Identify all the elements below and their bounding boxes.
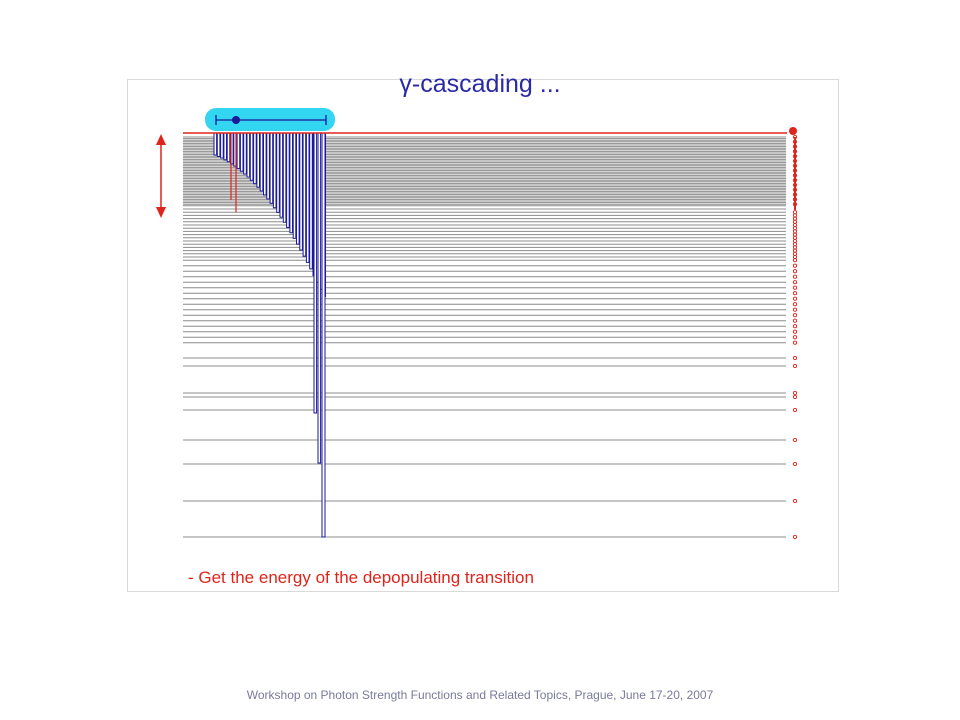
population-dot-icon xyxy=(792,355,798,361)
footer-text: Workshop on Photon Strength Functions an… xyxy=(246,688,714,702)
gamma-transition xyxy=(220,132,224,159)
population-dot-icon xyxy=(792,263,798,268)
population-dot-icon xyxy=(792,313,798,318)
gamma-transition xyxy=(256,132,260,188)
slide-title: γ-cascading ... xyxy=(399,70,561,98)
level-population-markers xyxy=(792,134,798,540)
capture-state-dot xyxy=(789,127,797,135)
population-dot-icon xyxy=(792,291,798,296)
population-dot-icon xyxy=(792,407,798,413)
population-dot-icon xyxy=(792,251,798,256)
population-dot-icon xyxy=(792,437,798,443)
population-dot-icon xyxy=(792,245,798,250)
gamma-transition xyxy=(299,132,303,251)
gamma-transition xyxy=(302,132,307,257)
population-dot-icon xyxy=(792,219,798,224)
gamma-transition xyxy=(269,132,274,204)
population-dot-icon xyxy=(792,210,798,215)
population-dot-icon xyxy=(792,534,798,540)
gamma-transition xyxy=(279,132,284,218)
gamma-transition xyxy=(289,132,293,234)
gamma-transition xyxy=(276,132,280,213)
population-dot-icon xyxy=(792,302,798,307)
population-dot-icon xyxy=(792,329,798,334)
gamma-transition xyxy=(213,132,218,156)
population-dot-icon xyxy=(792,235,798,240)
population-dot-icon xyxy=(792,226,798,231)
selector-slider-icon[interactable] xyxy=(205,108,335,131)
population-dot-icon xyxy=(792,269,798,274)
population-dot-icon xyxy=(792,222,798,228)
population-dot-icon xyxy=(792,213,798,218)
population-dot-icon xyxy=(792,274,798,279)
gamma-transitions xyxy=(213,132,326,538)
gamma-transition xyxy=(292,132,297,239)
population-dot-icon xyxy=(792,248,798,253)
population-dot-icon xyxy=(792,340,798,345)
gamma-transition xyxy=(272,132,277,209)
population-dot-icon xyxy=(792,363,798,369)
gamma-transition xyxy=(236,132,241,170)
population-dot-icon xyxy=(792,390,798,396)
gamma-transition xyxy=(223,132,227,161)
population-dot-icon xyxy=(792,242,798,247)
population-dot-icon xyxy=(792,318,798,323)
population-dot-icon xyxy=(792,461,798,467)
gamma-transition xyxy=(305,132,310,263)
gamma-transition xyxy=(282,132,287,223)
double-arrow-icon xyxy=(156,134,166,218)
gamma-transition xyxy=(259,132,264,192)
gamma-transition xyxy=(309,132,313,270)
gamma-transition xyxy=(239,132,244,172)
gamma-transition xyxy=(243,132,247,175)
gamma-transition xyxy=(226,132,231,163)
population-dot-icon xyxy=(792,216,798,221)
population-dot-icon xyxy=(792,232,798,237)
gamma-transition xyxy=(253,132,257,185)
gamma-transition xyxy=(266,132,270,200)
gamma-transition xyxy=(313,132,318,414)
population-dot-icon xyxy=(792,498,798,504)
population-dot-icon xyxy=(792,280,798,285)
slide-frame xyxy=(127,79,839,592)
population-dot-icon xyxy=(792,229,798,234)
population-dot-icon xyxy=(792,335,798,340)
population-dot-icon xyxy=(792,238,798,244)
population-dot-icon xyxy=(792,254,798,260)
gamma-transition-ground xyxy=(321,132,326,538)
population-dot-icon xyxy=(792,296,798,301)
gamma-transition xyxy=(286,132,290,228)
gamma-transition xyxy=(216,132,221,157)
population-dot-icon xyxy=(792,285,798,290)
population-dot-icon xyxy=(792,307,798,312)
gamma-transition xyxy=(317,132,322,464)
gamma-transition xyxy=(249,132,254,181)
population-dot-icon xyxy=(792,324,798,329)
gamma-transition xyxy=(296,132,300,245)
population-dot-icon xyxy=(792,394,798,400)
gamma-transition xyxy=(263,132,267,196)
caption-text: - Get the energy of the depopulating tra… xyxy=(188,568,534,587)
population-dot-icon xyxy=(792,258,798,263)
gamma-transition xyxy=(246,132,251,178)
